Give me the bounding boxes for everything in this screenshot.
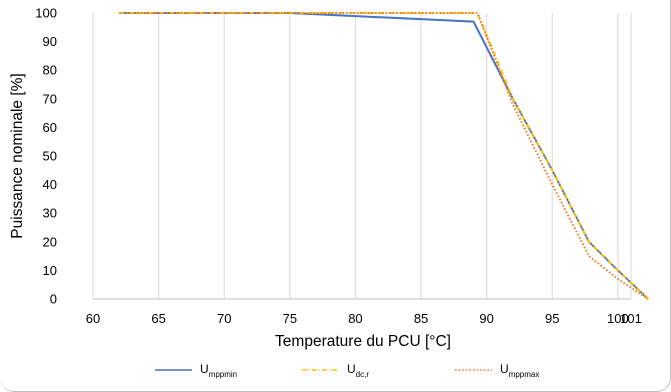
series-lines <box>119 12 649 300</box>
y-tick-label: 100 <box>35 6 57 21</box>
y-tick-label: 60 <box>43 120 57 135</box>
x-tick-label: 101 <box>620 311 642 326</box>
y-tick-label: 40 <box>43 177 57 192</box>
y-tick-label: 50 <box>43 149 57 164</box>
legend-label: Umppmin <box>200 362 237 379</box>
gridlines <box>92 13 632 300</box>
x-tick-label: 85 <box>414 311 428 326</box>
y-tick-label: 80 <box>43 63 57 78</box>
series-line-dcr <box>119 12 649 300</box>
y-tick-label: 20 <box>43 234 57 249</box>
x-tick-label: 95 <box>545 311 559 326</box>
y-tick-label: 90 <box>43 34 57 49</box>
legend: Umppmin Udc,r Umppmax <box>155 362 539 379</box>
x-tick-label: 90 <box>479 311 493 326</box>
x-tick-label: 80 <box>348 311 362 326</box>
x-tick-label: 60 <box>86 311 100 326</box>
series-line-mppmax <box>119 12 649 300</box>
x-tick-label: 100 <box>607 311 629 326</box>
y-axis-title: Puissance nominale [%] <box>9 73 26 238</box>
y-tick-labels: 0 10 20 30 40 50 60 70 80 90 100 <box>35 6 57 307</box>
x-axis-title: Temperature du PCU [°C] <box>275 333 451 350</box>
y-tick-label: 30 <box>43 206 57 221</box>
y-tick-label: 70 <box>43 91 57 106</box>
series-line-mppmin <box>119 12 649 300</box>
x-tick-label: 65 <box>151 311 165 326</box>
x-tick-label: 75 <box>283 311 297 326</box>
x-tick-label: 70 <box>217 311 231 326</box>
y-tick-label: 0 <box>50 292 57 307</box>
y-tick-label: 10 <box>43 263 57 278</box>
legend-label: Umppmax <box>500 362 539 379</box>
legend-label: Udc,r <box>347 362 369 379</box>
